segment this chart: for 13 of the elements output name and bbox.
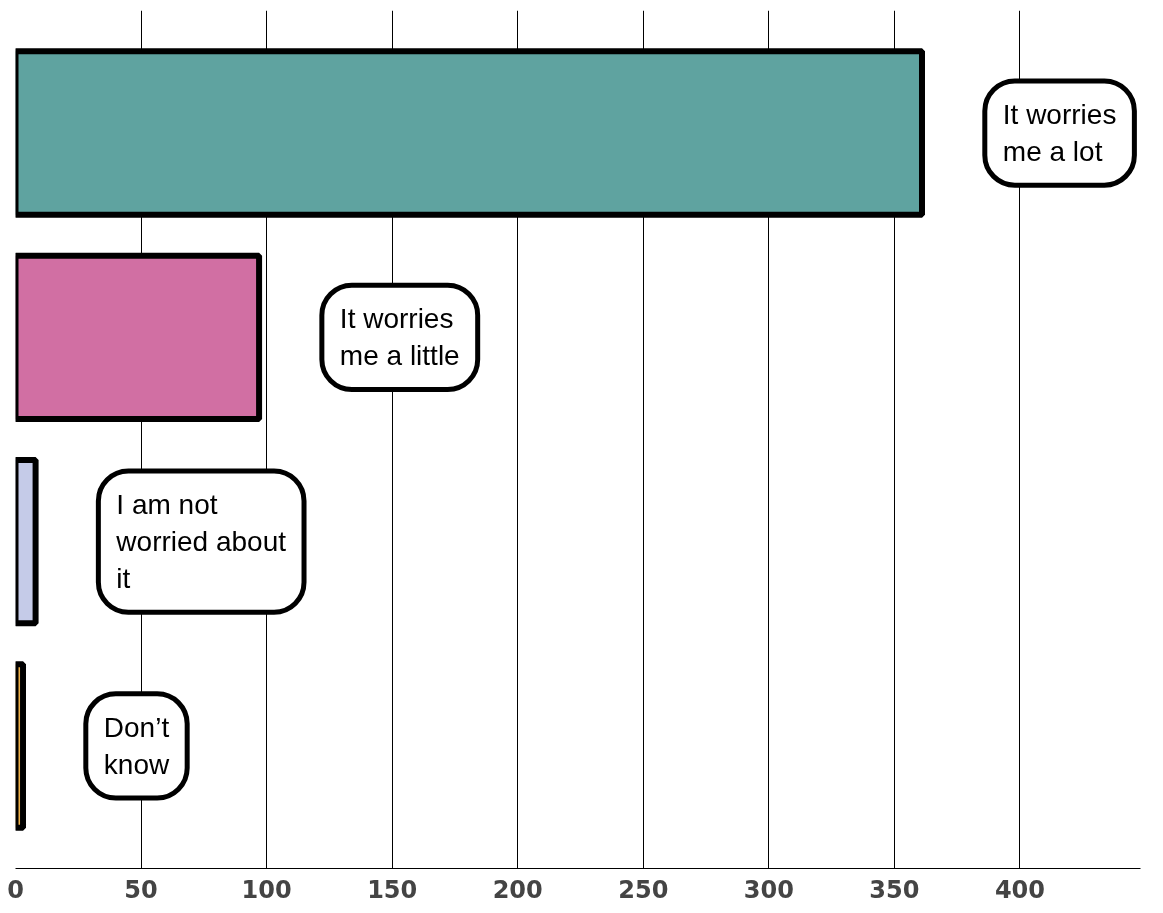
x-tick-label: 200 (492, 875, 543, 904)
x-tick-label: 300 (743, 875, 794, 904)
x-tick-label: 0 (7, 875, 24, 904)
x-tick-label: 350 (869, 875, 920, 904)
x-tick-label: 250 (618, 875, 669, 904)
x-tick-label: 150 (367, 875, 418, 904)
x-tick-label: 50 (124, 875, 158, 904)
y-tick-label: I am not worried about it (115, 488, 287, 595)
y-tick-label: It worries me a little (339, 303, 460, 372)
y-tick-label: Don’t know (103, 711, 170, 781)
x-tick-label: 100 (241, 875, 292, 904)
y-tick-label: It worries me a lot (1002, 98, 1117, 168)
x-tick-label: 400 (994, 875, 1046, 904)
